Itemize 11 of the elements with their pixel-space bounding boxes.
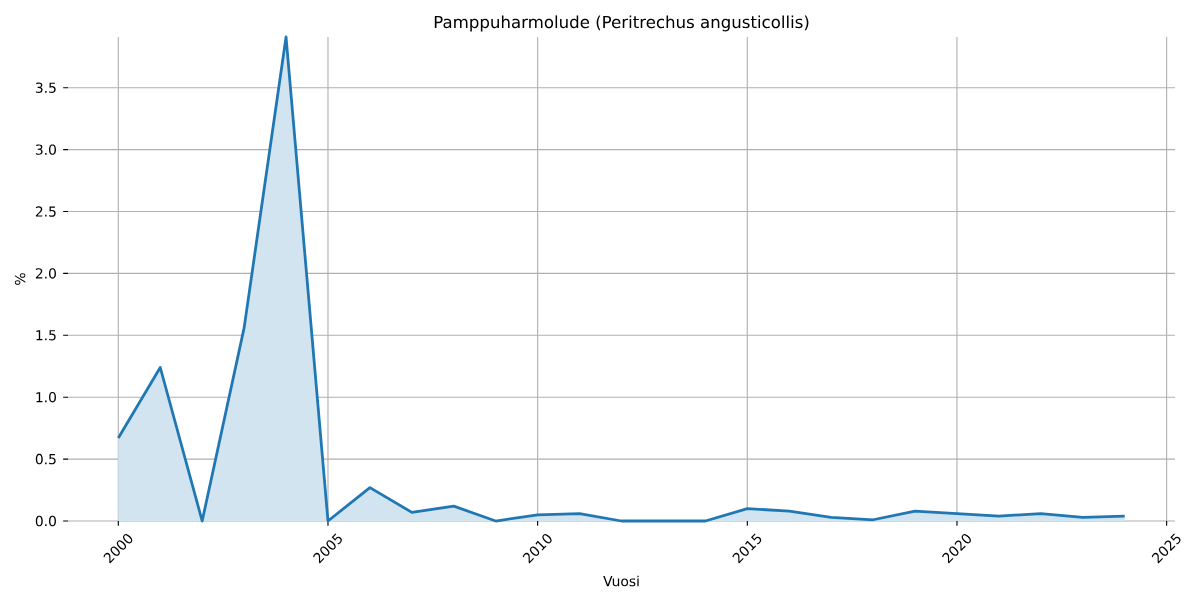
y-tick-label: 2.0	[35, 268, 56, 279]
y-tick-label: 0.0	[35, 515, 56, 527]
y-axis-title: %	[14, 273, 26, 285]
chart-title: Pamppuharmolude (Peritrechus angusticollis)	[434, 15, 809, 32]
y-tick-label: 3.5	[35, 82, 56, 93]
y-tick-label: 1.5	[36, 330, 56, 341]
y-tick-label: 1.0	[36, 391, 56, 403]
x-axis-title: Vuosi	[603, 575, 639, 587]
y-tick-label: 3.0	[35, 144, 56, 155]
y-tick-label: 2.5	[35, 206, 56, 217]
y-tick-label: 0.5	[35, 453, 56, 465]
